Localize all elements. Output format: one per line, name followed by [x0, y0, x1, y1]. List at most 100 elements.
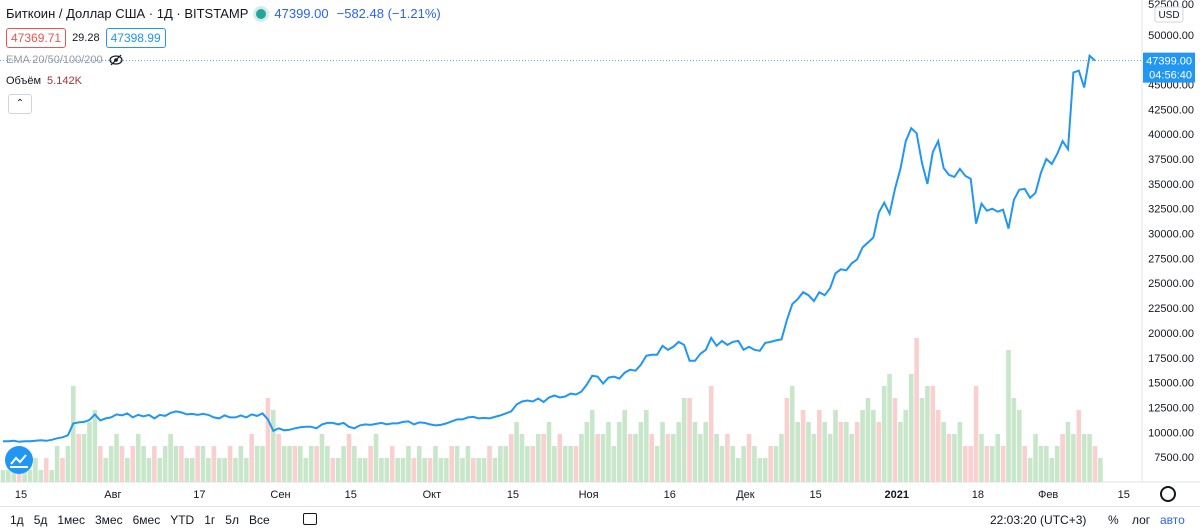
volume-bar — [27, 470, 33, 482]
calendar-icon[interactable] — [303, 513, 317, 525]
currency-badge[interactable] — [1154, 6, 1184, 23]
x-tick-label: 15 — [1118, 489, 1130, 501]
volume-bar — [1044, 446, 1049, 482]
x-tick-label: 15 — [810, 489, 822, 501]
percent-scale-button[interactable]: % — [1108, 513, 1119, 527]
volume-bar — [1060, 434, 1065, 482]
volume-label: Объём — [6, 75, 42, 87]
volume-bar — [600, 434, 606, 482]
x-tick-label: 15 — [345, 489, 357, 501]
last-price: 47399.00 — [274, 6, 329, 21]
range-button[interactable]: 5д — [33, 513, 48, 527]
volume-bar — [162, 446, 168, 482]
range-button[interactable]: 1д — [10, 513, 24, 527]
volume-bar — [930, 386, 936, 482]
volume-bar — [676, 422, 682, 482]
volume-bar — [433, 446, 438, 482]
volume-bar — [362, 458, 368, 482]
volume-bar — [530, 446, 536, 482]
y-tick-label: 32500.00 — [1148, 204, 1194, 216]
range-button[interactable]: 3мес — [94, 513, 123, 527]
range-button[interactable]: 1г — [204, 513, 216, 527]
volume-bar — [341, 446, 346, 482]
y-tick-label: 25000.00 — [1148, 278, 1194, 290]
volume-bar — [254, 446, 260, 482]
volume-bar — [49, 470, 54, 482]
volume-bar — [903, 410, 909, 482]
volume-bar — [233, 458, 238, 482]
tradingview-logo-icon[interactable] — [5, 446, 33, 474]
volume-bar — [265, 398, 271, 482]
range-button[interactable]: 5л — [225, 513, 239, 527]
volume-bar — [98, 446, 103, 482]
volume-bar — [995, 434, 1000, 482]
range-button[interactable]: 6мес — [132, 513, 161, 527]
x-tick-label: 17 — [193, 489, 205, 501]
y-tick-label: 42500.00 — [1148, 104, 1194, 116]
y-tick-label: 50000.00 — [1148, 30, 1194, 42]
volume-bar — [984, 446, 990, 482]
volume-bar — [714, 434, 719, 482]
volume-bar — [892, 398, 898, 482]
symbol-title[interactable]: Биткоин / Доллар США · 1Д · BITSTAMP — [6, 6, 249, 21]
volume-bar — [389, 446, 395, 482]
volume-bar — [281, 446, 287, 482]
volume-indicator[interactable]: Объём 5.142K — [6, 75, 82, 87]
log-scale-button[interactable]: лог — [1132, 513, 1151, 527]
volume-bar — [844, 422, 849, 482]
volume-bar — [465, 446, 471, 482]
volume-bar — [962, 446, 968, 482]
volume-bar — [1065, 422, 1071, 482]
volume-bar — [941, 422, 946, 482]
buy-price-button[interactable]: 47398.99 — [105, 28, 166, 48]
volume-bar — [838, 422, 844, 482]
volume-bar — [973, 386, 979, 482]
collapse-legend-button[interactable]: ⌃ — [8, 94, 32, 114]
volume-bar — [384, 458, 390, 482]
settings-gear-icon[interactable] — [1160, 486, 1176, 502]
volume-bar — [784, 398, 790, 482]
volume-bar — [487, 446, 492, 482]
x-tick-label: 16 — [664, 489, 676, 501]
market-status-icon — [256, 8, 267, 19]
volume-bar — [65, 446, 71, 482]
range-button[interactable]: Все — [248, 513, 270, 527]
volume-bar — [708, 386, 714, 482]
volume-bar — [762, 458, 768, 482]
volume-bar — [816, 410, 822, 482]
sell-price-button[interactable]: 47369.71 — [6, 28, 67, 48]
y-tick-label: 15000.00 — [1148, 378, 1194, 390]
volume-bar — [898, 422, 903, 482]
volume-bar — [1027, 458, 1033, 482]
volume-bar — [1087, 434, 1092, 482]
volume-bar — [335, 458, 341, 482]
volume-bar — [557, 434, 563, 482]
y-tick-label: 40000.00 — [1148, 129, 1194, 141]
volume-bar — [849, 434, 855, 482]
ema-indicator[interactable]: EMA 20/50/100/200 — [6, 54, 123, 66]
volume-bar — [952, 434, 957, 482]
price-line — [3, 53, 1096, 443]
volume-bar — [179, 446, 184, 482]
x-tick-label: Ноя — [579, 489, 599, 501]
volume-bar — [616, 422, 622, 482]
volume-bar — [81, 434, 87, 482]
volume-bar — [395, 458, 400, 482]
eye-hidden-icon[interactable] — [109, 54, 123, 66]
volume-bar — [800, 410, 806, 482]
x-tick-label: 2021 — [885, 489, 909, 501]
range-button[interactable]: YTD — [170, 513, 195, 527]
volume-bar — [935, 410, 941, 482]
auto-scale-button[interactable]: авто — [1160, 513, 1185, 527]
clock-time[interactable]: 22:03:20 (UTC+3) — [990, 513, 1087, 527]
price-chart[interactable]: 7500.00 10000.00 12500.00 15000.00 17500.00 2… — [0, 0, 1200, 506]
volume-bar — [308, 446, 314, 482]
volume-bar — [789, 386, 795, 482]
volume-bar — [622, 410, 627, 482]
volume-bar — [1098, 458, 1103, 482]
volume-bar — [514, 422, 519, 482]
volume-bar — [968, 446, 973, 482]
volume-bar — [757, 458, 763, 482]
range-button[interactable]: 1мес — [57, 513, 85, 527]
volume-bar — [1049, 458, 1055, 482]
